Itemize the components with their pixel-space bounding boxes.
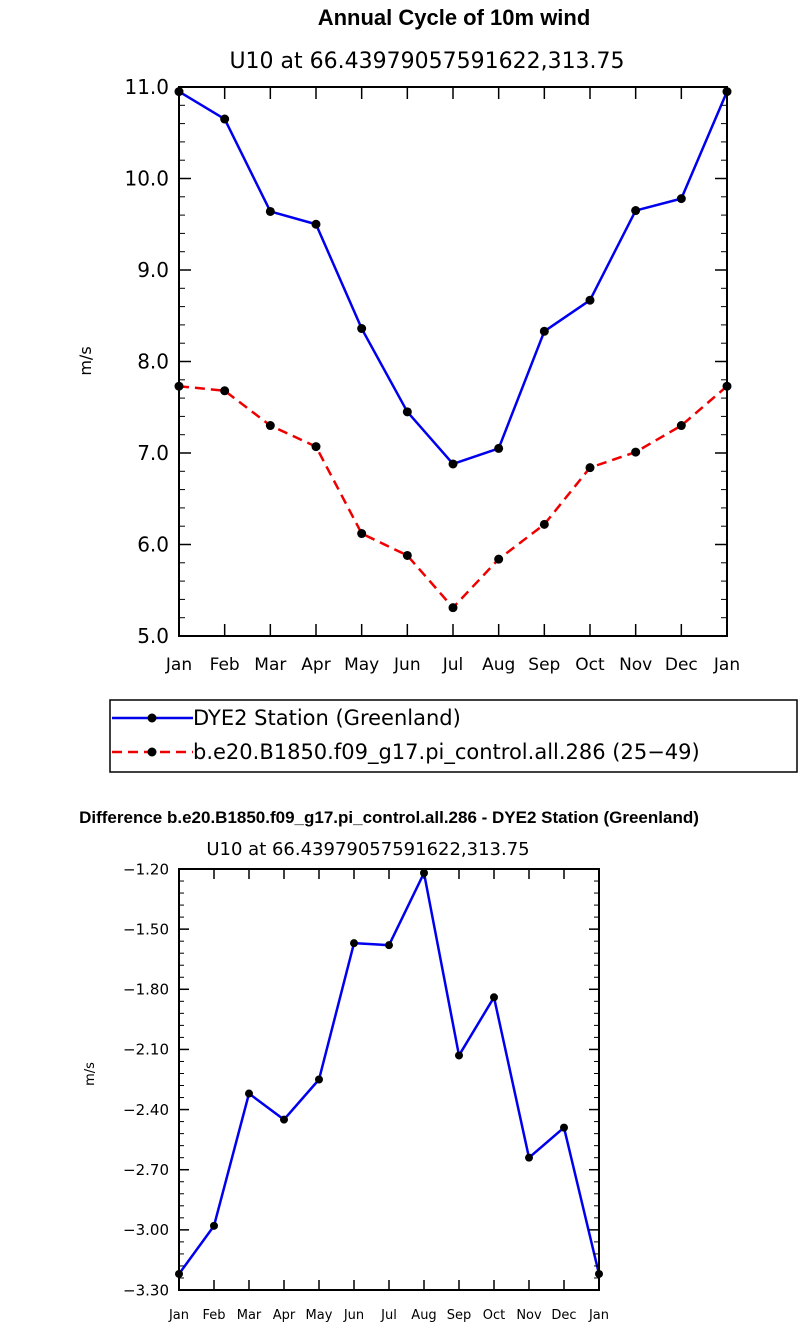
x-tick-label: Sep (528, 655, 560, 675)
x-tick-label: Nov (619, 655, 652, 675)
series-0-point (357, 324, 367, 334)
y-tick-label: −1.80 (123, 981, 169, 999)
y-tick-label: 10.0 (124, 167, 169, 191)
x-tick-label: Dec (665, 655, 698, 675)
series-0-point (631, 206, 641, 216)
series-1-point (585, 463, 595, 473)
x-tick-label: Feb (210, 655, 240, 675)
y-tick-label: −2.70 (123, 1161, 169, 1179)
series-1-point (357, 529, 367, 539)
y-tick-label: 8.0 (137, 350, 169, 374)
x-tick-label: Aug (411, 1308, 436, 1323)
chart2-title: Difference b.e20.B1850.f09_g17.pi_contro… (79, 808, 699, 827)
chart2-subtitle: U10 at 66.43979057591622,313.75 (206, 839, 529, 860)
x-tick-label: Jun (343, 1308, 364, 1323)
y-tick-label: −3.30 (123, 1281, 169, 1299)
x-tick-label: Jun (393, 655, 421, 675)
series-1-point (631, 447, 641, 457)
series-0-point (265, 206, 275, 216)
x-tick-label: May (344, 655, 379, 675)
series-1-point (220, 386, 230, 396)
difference-chart: Difference b.e20.B1850.f09_g17.pi_contro… (79, 808, 699, 1323)
series-line-0 (177, 871, 601, 1275)
series-0-point (448, 459, 458, 469)
series-line-1 (178, 384, 728, 609)
y-tick-label: 5.0 (137, 624, 169, 648)
series-0-point (315, 1075, 323, 1084)
series-0-point (494, 443, 504, 453)
x-tick-label: Sep (447, 1308, 472, 1323)
x-tick-label: Dec (551, 1308, 576, 1323)
series-0-point (525, 1153, 533, 1162)
series-0-point (539, 326, 549, 336)
y-tick-label: −3.00 (123, 1221, 169, 1239)
legend-label-model: b.e20.B1850.f09_g17.pi_control.all.286 (… (193, 740, 700, 765)
x-tick-label: Apr (301, 655, 330, 675)
series-0-point (490, 993, 498, 1002)
y-tick-label: −2.40 (123, 1101, 169, 1119)
annual-cycle-chart: Annual Cycle of 10m wind U10 at 66.43979… (76, 5, 740, 675)
legend-marker-dye2 (147, 713, 157, 723)
x-tick-label: Jan (713, 655, 740, 675)
chart1-subtitle: U10 at 66.43979057591622,313.75 (229, 49, 624, 74)
series-0-point (455, 1051, 463, 1060)
x-tick-label: Oct (575, 655, 605, 675)
x-tick-label: Jan (588, 1308, 609, 1323)
x-tick-label: Mar (254, 655, 286, 675)
series-1-point (539, 519, 549, 529)
chart1-legend: DYE2 Station (Greenland) b.e20.B1850.f09… (109, 699, 798, 773)
y-tick-label: 6.0 (137, 533, 169, 557)
series-1-point (448, 603, 458, 613)
x-tick-label: Mar (237, 1308, 262, 1323)
x-tick-label: Oct (483, 1308, 505, 1323)
x-tick-label: May (306, 1308, 333, 1323)
y-tick-label: −1.20 (123, 860, 169, 878)
y-tick-label: −1.50 (123, 920, 169, 938)
series-1-point (265, 421, 275, 431)
x-tick-label: Jul (442, 655, 464, 675)
chart2-ylabel: m/s (83, 1062, 98, 1086)
series-0-point (402, 407, 412, 417)
series-1-point (311, 442, 321, 452)
legend-box (109, 699, 798, 773)
chart2-plot-frame (178, 868, 600, 1291)
y-tick-label: −2.10 (123, 1041, 169, 1059)
x-tick-label: Jan (165, 655, 192, 675)
x-tick-label: Apr (273, 1308, 296, 1323)
y-tick-label: 9.0 (137, 258, 169, 282)
series-0-point (245, 1089, 253, 1098)
legend-label-dye2: DYE2 Station (Greenland) (193, 706, 461, 730)
series-1-point (402, 550, 412, 560)
x-tick-label: Nov (516, 1308, 542, 1323)
series-0-point (311, 219, 321, 229)
chart1-plot-frame (178, 86, 728, 637)
series-0-point (585, 295, 595, 305)
chart1-title: Annual Cycle of 10m wind (318, 5, 591, 30)
series-0-point (280, 1115, 288, 1124)
chart1-ylabel: m/s (76, 346, 95, 375)
y-tick-label: 11.0 (124, 75, 169, 99)
series-1-point (676, 421, 686, 431)
y-tick-label: 7.0 (137, 441, 169, 465)
series-0-point (676, 194, 686, 204)
series-0-point (220, 114, 230, 124)
series-0-point (385, 941, 393, 950)
series-line-0 (178, 90, 729, 466)
x-tick-label: Feb (202, 1308, 225, 1323)
series-0-point (210, 1221, 218, 1230)
series-1-point (494, 554, 504, 564)
x-tick-label: Aug (482, 655, 515, 675)
legend-marker-model (147, 747, 157, 757)
series-0-point (350, 939, 358, 948)
x-tick-label: Jul (380, 1308, 397, 1323)
x-tick-label: Jan (168, 1308, 189, 1323)
series-0-point (560, 1123, 568, 1132)
